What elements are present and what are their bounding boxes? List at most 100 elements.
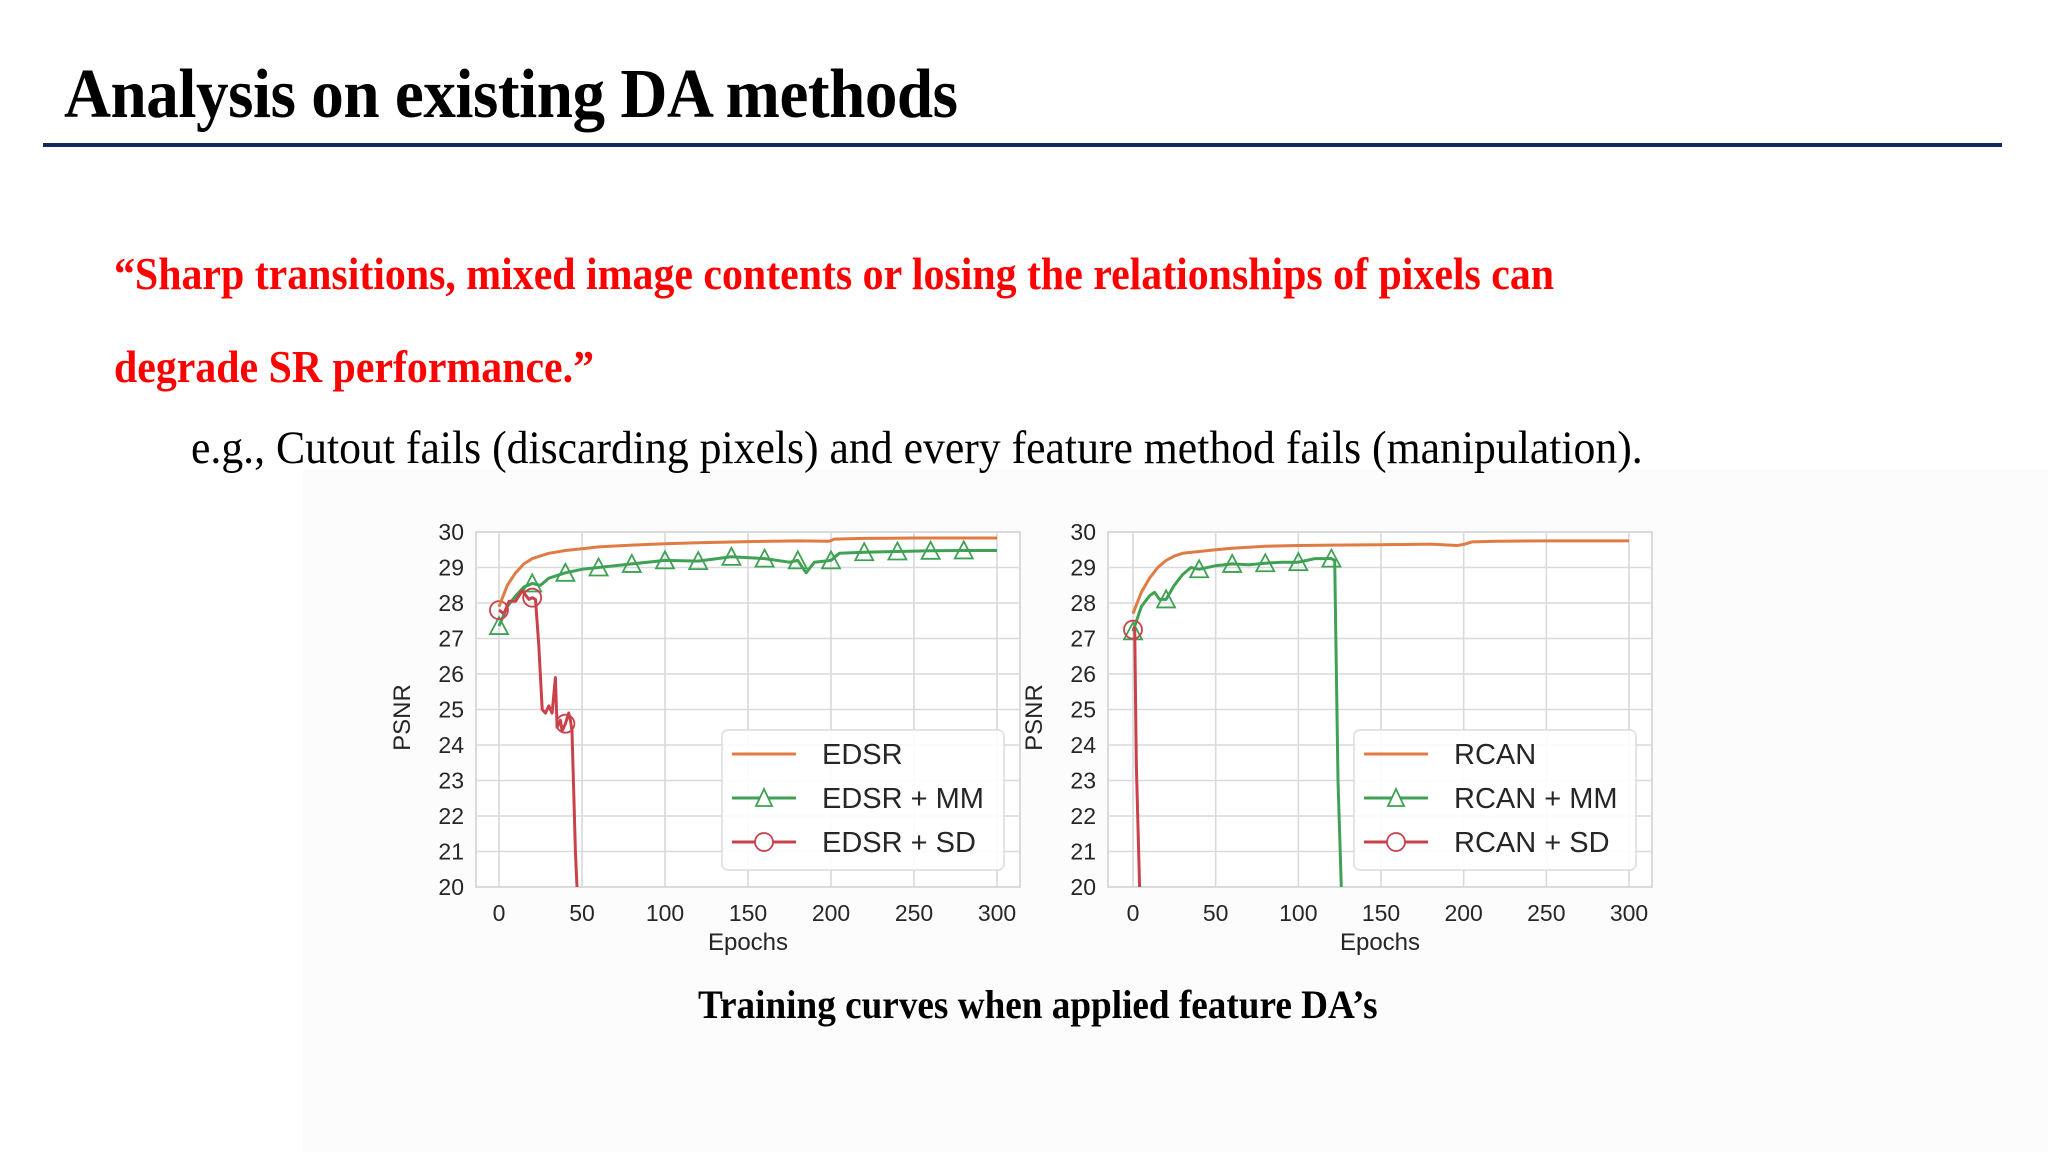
series-edsr bbox=[497, 536, 997, 608]
legend-label: EDSR + MM bbox=[822, 783, 984, 815]
svg-text:29: 29 bbox=[438, 555, 464, 581]
circle-marker bbox=[522, 587, 543, 608]
svg-text:24: 24 bbox=[1070, 732, 1096, 758]
triangle-marker bbox=[886, 540, 908, 561]
svg-text:28: 28 bbox=[438, 590, 464, 616]
triangle-marker bbox=[920, 539, 942, 560]
legend-item: EDSR + MM bbox=[732, 783, 984, 815]
svg-text:300: 300 bbox=[1610, 900, 1648, 926]
series-edsr-mm bbox=[488, 539, 997, 635]
chart-rcan-training-curves: 20 21 22 23 24 25 26 27 28 29 30 0 50 100 150 200 250 300… bbox=[1012, 505, 1672, 956]
svg-text:200: 200 bbox=[812, 900, 850, 926]
highlighted-quote: “Sharp transitions, mixed image contents… bbox=[114, 228, 1881, 414]
svg-text:0: 0 bbox=[493, 900, 506, 926]
legend-item: RCAN + MM bbox=[1364, 783, 1618, 815]
triangle-marker bbox=[720, 545, 742, 566]
example-text: e.g., Cutout fails (discarding pixels) a… bbox=[191, 422, 1643, 474]
svg-text:25: 25 bbox=[438, 697, 464, 723]
svg-text:24: 24 bbox=[438, 732, 464, 758]
series-rcan-sd bbox=[1123, 619, 1143, 887]
y-axis-label: PSNR bbox=[1021, 684, 1048, 751]
svg-text:25: 25 bbox=[1070, 697, 1096, 723]
triangle-marker bbox=[754, 547, 776, 568]
triangle-marker bbox=[1320, 547, 1342, 568]
svg-text:250: 250 bbox=[1527, 900, 1565, 926]
series-rcan-mm bbox=[1122, 547, 1343, 887]
triangle-marker-icon bbox=[754, 786, 774, 807]
triangle-marker bbox=[654, 549, 676, 570]
legend-item: EDSR + SD bbox=[732, 827, 976, 859]
svg-text:21: 21 bbox=[1070, 839, 1096, 865]
legend-label: EDSR bbox=[822, 739, 903, 771]
circle-marker bbox=[1123, 619, 1143, 640]
svg-text:20: 20 bbox=[1070, 874, 1096, 900]
svg-text:22: 22 bbox=[1070, 803, 1096, 829]
svg-text:30: 30 bbox=[438, 519, 464, 545]
quote-line-2: degrade SR performance.” bbox=[114, 342, 595, 392]
x-tick-labels: 0 50 100 150 200 250 300 bbox=[1127, 900, 1649, 926]
svg-text:100: 100 bbox=[646, 900, 684, 926]
y-tick-labels: 20 21 22 23 24 25 26 27 28 29 30 bbox=[1070, 519, 1096, 900]
figure-caption: Training curves when applied feature DA’… bbox=[698, 982, 1378, 1027]
svg-text:0: 0 bbox=[1127, 900, 1140, 926]
triangle-marker-icon bbox=[1386, 786, 1406, 807]
triangle-marker bbox=[1221, 553, 1243, 573]
y-tick-labels: 20 21 22 23 24 25 26 27 28 29 30 bbox=[438, 519, 464, 900]
circle-marker-icon bbox=[754, 832, 774, 852]
triangle-marker bbox=[853, 541, 875, 562]
triangle-marker bbox=[521, 572, 543, 593]
circle-marker bbox=[555, 713, 576, 734]
svg-text:100: 100 bbox=[1279, 900, 1317, 926]
legend-item: EDSR bbox=[732, 739, 903, 771]
series-edsr-sd bbox=[489, 587, 579, 887]
triangle-marker bbox=[1188, 558, 1210, 579]
circle-marker-icon bbox=[1386, 832, 1406, 852]
svg-text:20: 20 bbox=[438, 874, 464, 900]
triangle-marker bbox=[554, 561, 576, 582]
legend-label: RCAN bbox=[1454, 739, 1536, 771]
triangle-marker bbox=[1287, 551, 1309, 572]
triangle-marker bbox=[787, 549, 809, 570]
circle-marker bbox=[489, 600, 509, 620]
slide-title: Analysis on existing DA methods bbox=[64, 56, 958, 133]
svg-text:250: 250 bbox=[895, 900, 933, 926]
svg-text:28: 28 bbox=[1070, 590, 1096, 616]
legend-item: RCAN + SD bbox=[1364, 827, 1610, 859]
svg-text:26: 26 bbox=[438, 661, 464, 687]
svg-text:23: 23 bbox=[438, 768, 464, 794]
y-axis-label: PSNR bbox=[389, 684, 416, 751]
triangle-marker bbox=[687, 550, 709, 571]
svg-text:50: 50 bbox=[1203, 900, 1229, 926]
triangle-marker bbox=[1155, 588, 1177, 609]
svg-text:30: 30 bbox=[1070, 519, 1096, 545]
triangle-marker bbox=[820, 549, 842, 570]
triangle-marker bbox=[1254, 552, 1276, 573]
svg-text:29: 29 bbox=[1070, 555, 1096, 581]
quote-line-1: “Sharp transitions, mixed image contents… bbox=[114, 249, 1555, 299]
chart-edsr-training-curves: 20 21 22 23 24 25 26 27 28 29 30 0 50 100 150 200 250 300… bbox=[380, 505, 1021, 956]
series-rcan bbox=[1131, 539, 1629, 615]
svg-text:22: 22 bbox=[438, 803, 464, 829]
svg-text:200: 200 bbox=[1444, 900, 1482, 926]
x-axis-label: Epochs bbox=[1340, 929, 1420, 956]
svg-text:23: 23 bbox=[1070, 768, 1096, 794]
legend: EDSR EDSR + MM EDSR + SD bbox=[721, 729, 1005, 871]
legend: RCAN RCAN + MM RCAN + SD bbox=[1353, 729, 1637, 871]
legend-label: RCAN + MM bbox=[1454, 783, 1618, 815]
x-axis-label: Epochs bbox=[708, 929, 788, 956]
svg-text:300: 300 bbox=[978, 900, 1016, 926]
triangle-marker bbox=[621, 553, 643, 573]
triangle-marker bbox=[953, 539, 975, 560]
svg-text:27: 27 bbox=[438, 626, 464, 652]
svg-text:150: 150 bbox=[1362, 900, 1400, 926]
x-tick-labels: 0 50 100 150 200 250 300 bbox=[493, 900, 1017, 926]
legend-label: RCAN + SD bbox=[1454, 827, 1610, 859]
legend-item: RCAN bbox=[1364, 739, 1536, 771]
triangle-marker bbox=[588, 556, 610, 577]
svg-text:21: 21 bbox=[438, 839, 464, 865]
svg-text:150: 150 bbox=[729, 900, 767, 926]
title-divider bbox=[43, 143, 2002, 147]
svg-text:50: 50 bbox=[569, 900, 595, 926]
